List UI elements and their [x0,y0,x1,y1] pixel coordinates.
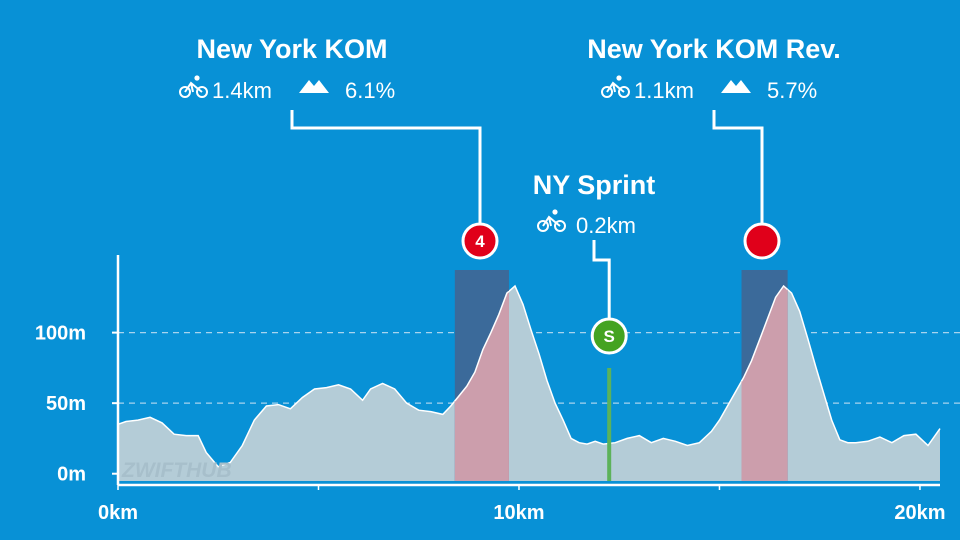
segment-distance: 1.4km [212,78,272,103]
segment-badge-0-label: 4 [475,232,485,251]
segment-badge-1 [743,222,781,260]
segment-title: New York KOM [196,34,387,64]
segment-leader-1 [712,110,764,225]
bike-wheel-front [554,220,566,232]
segment-grade: 6.1% [345,78,395,103]
segment-title: New York KOM Rev. [587,34,841,64]
segment-distance: 1.1km [634,78,694,103]
sprint-line-0 [607,368,612,481]
bike-wheel-front [196,86,208,98]
elevation-area [118,286,940,481]
sprint-leader-0 [592,240,611,318]
sprint-badge-0-label: S [604,327,615,346]
bike-wheel-front [618,86,630,98]
y-tick-label: 0m [57,464,86,486]
annotation-layer: New York KOM 1.4km 6.1% 4 New York KOM Rev. 1… [179,34,841,355]
area-layer: ZWIFTHUB [117,270,941,482]
y-tick-label: 50m [46,393,86,415]
bike-frame [542,215,561,227]
bike-rider-head [552,209,558,215]
climb-edge-0 [454,290,510,402]
y-tick-label: 100m [35,323,86,345]
watermark: ZWIFTHUB [121,459,232,482]
mountain-icon [299,80,329,93]
segment-badge-0 [461,222,499,260]
bike-wheel-back [537,220,549,232]
segment-leader-0 [290,110,482,225]
bike-icon [601,75,630,98]
bike-rider-head [194,75,200,81]
elevation-line [117,284,941,468]
segment-grade: 5.7% [767,78,817,103]
mountain-icon [721,80,751,93]
x-tick-label: 10km [493,502,544,524]
bike-rider-head [616,75,622,81]
bike-frame [606,81,625,93]
bike-icon [179,75,208,98]
sprint-title: NY Sprint [533,170,656,200]
climb-edge-1 [740,284,789,382]
sprint-distance: 0.2km [576,213,636,238]
sprint-badge-0 [590,317,628,355]
bike-wheel-back [601,86,613,98]
climb-fill-0 [454,291,509,481]
bike-wheel-back [179,86,191,98]
x-tick-label: 20km [894,502,945,524]
bike-frame [184,81,203,93]
axis-layer: 0m 50m 100m 0km 10km 20km [35,255,946,524]
bike-icon [537,209,566,232]
x-tick-label: 0km [98,502,138,524]
climb-fill-1 [741,286,788,481]
